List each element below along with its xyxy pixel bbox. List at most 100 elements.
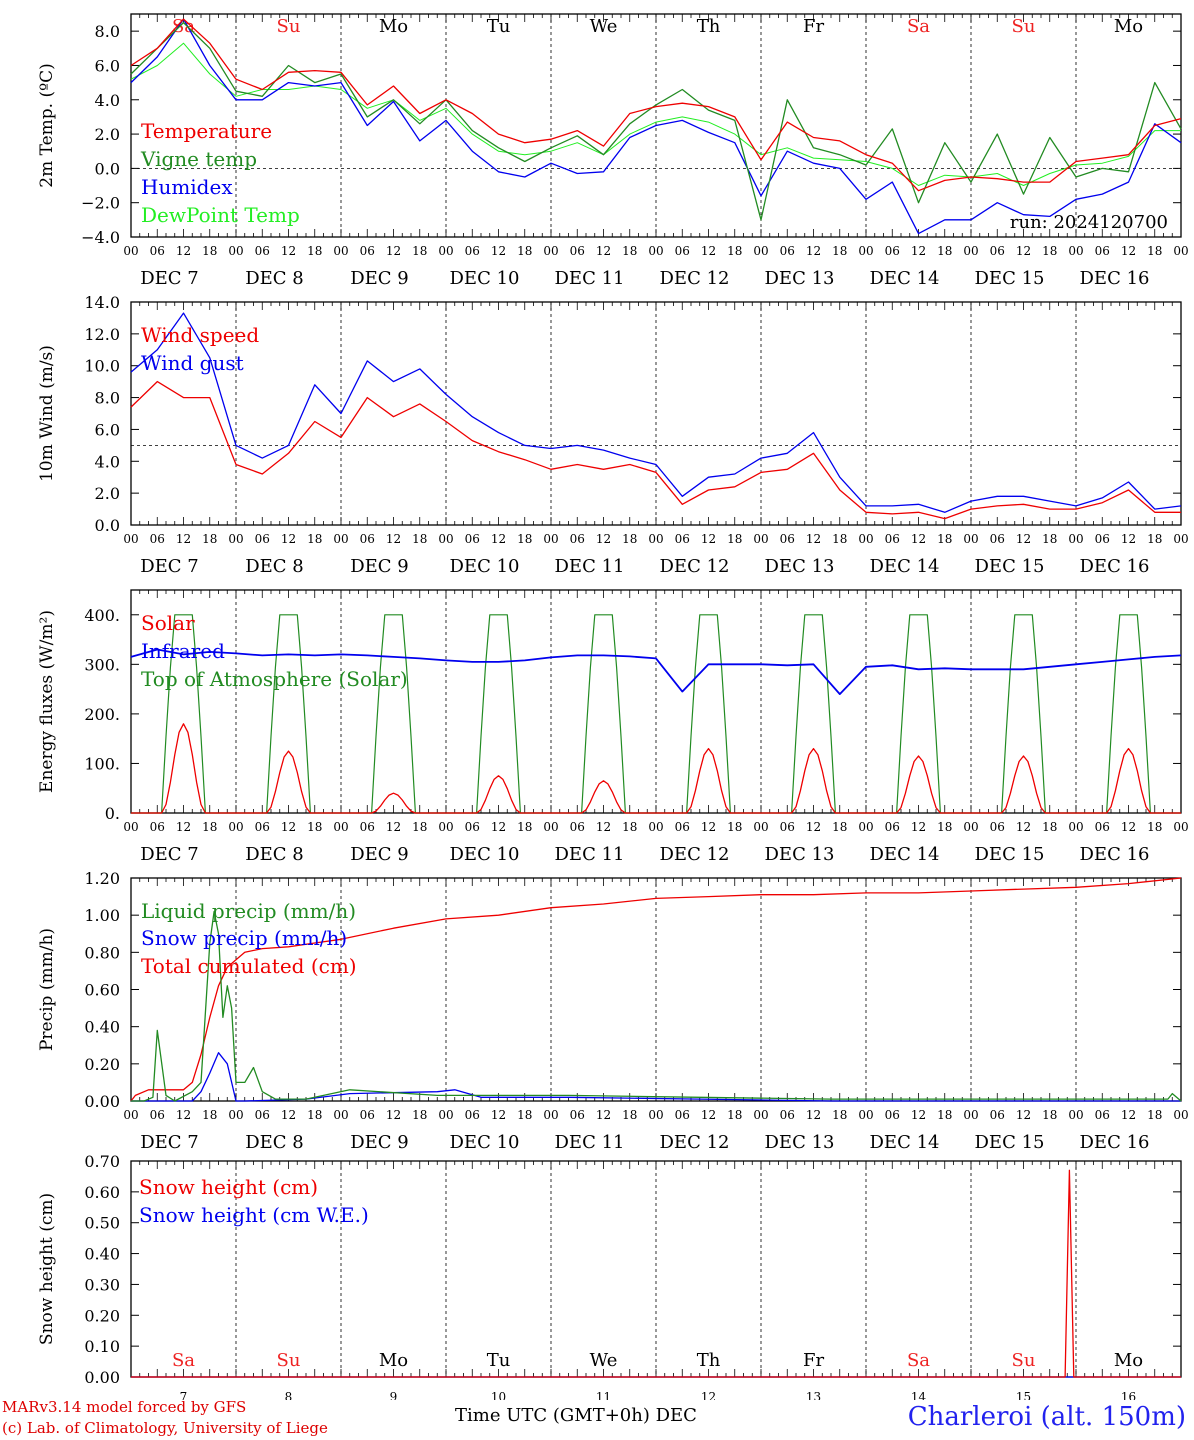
panel-3-date-label: DEC 16 xyxy=(1080,844,1150,865)
panel-1-hour-label: 12 xyxy=(701,244,716,258)
panel-1-hour-label: 06 xyxy=(885,244,900,258)
panel-4-date-label: DEC 13 xyxy=(765,1132,835,1153)
panel-3-y-tick-label: 300. xyxy=(84,655,120,674)
panel-2-frame xyxy=(130,301,1182,526)
panel-3-date-label: DEC 14 xyxy=(870,844,940,865)
panel-1-hour-label: 18 xyxy=(937,244,952,258)
panel-1-hour-label: 06 xyxy=(990,244,1005,258)
panel-5-y-tick-label: 0.20 xyxy=(84,1306,120,1325)
panel-4-y-tick-label: 0.20 xyxy=(84,1055,120,1074)
panel-4-y-tick-label: 1.00 xyxy=(84,906,120,925)
panel-4-hour-label: 18 xyxy=(937,1108,952,1122)
panel-2-y-tick-label: 4.0 xyxy=(95,452,120,471)
panel-5-day-abbr: We xyxy=(590,1350,618,1371)
panel-1-hour-label: 18 xyxy=(832,244,847,258)
panel-4-hour-label: 00 xyxy=(333,1108,348,1122)
panel-5-date-number: 9 xyxy=(390,1390,398,1400)
station-name: Charleroi (alt. 150m) xyxy=(907,1402,1186,1432)
panel-3-hour-label: 06 xyxy=(675,820,690,834)
panel-1-hour-label: 06 xyxy=(255,244,270,258)
panel-3-date-label: DEC 7 xyxy=(140,844,199,865)
panel-2-hour-label: 06 xyxy=(885,532,900,546)
panel-5-day-abbr: Su xyxy=(277,1350,301,1371)
panel-3-hour-label: 06 xyxy=(885,820,900,834)
panel-1-day-abbr: Sa xyxy=(907,16,930,37)
panel-2-hour-label: 12 xyxy=(911,532,926,546)
panel-3-hour-label: 12 xyxy=(386,820,401,834)
panel-2-hour-label: 06 xyxy=(360,532,375,546)
panel-1-hour-label: 18 xyxy=(1147,244,1162,258)
panel-5-date-number: 13 xyxy=(806,1390,821,1400)
panel-2-hour-label: 18 xyxy=(412,532,427,546)
panel-5-date-number: 16 xyxy=(1121,1390,1136,1400)
panel-4-date-label: DEC 11 xyxy=(555,1132,625,1153)
panel-4-y-tick-label: 0.00 xyxy=(84,1092,120,1111)
panel-3-hour-label: 06 xyxy=(1095,820,1110,834)
panel-4-legend-entry: Total cumulated (cm) xyxy=(141,954,357,978)
panel-2-date-label: DEC 13 xyxy=(765,556,835,577)
panel-4-hour-label: 06 xyxy=(465,1108,480,1122)
panel-1-hour-label: 18 xyxy=(412,244,427,258)
panel-2-hour-label: 12 xyxy=(176,532,191,546)
panel-4-date-label: DEC 14 xyxy=(870,1132,940,1153)
panel-1-hour-label: 00 xyxy=(648,244,663,258)
panel-1-date-label: DEC 14 xyxy=(870,268,940,289)
panel-4-hour-label: 12 xyxy=(1016,1108,1031,1122)
panel-5-date-number: 10 xyxy=(491,1390,506,1400)
panel-5-date-number: 8 xyxy=(285,1390,293,1400)
wind-gust-line xyxy=(130,312,1182,513)
panel-3-hour-label: 12 xyxy=(806,820,821,834)
panel-4-hour-label: 18 xyxy=(517,1108,532,1122)
model-credit: MARv3.14 model forced by GFS xyxy=(2,1398,247,1416)
panel-1-hour-label: 00 xyxy=(1068,244,1083,258)
panel-3-legend-entry: Infrared xyxy=(141,639,225,663)
panel-2-hour-label: 00 xyxy=(648,532,663,546)
panel-4-hour-label: 00 xyxy=(228,1108,243,1122)
panel-1-y-tick-label: 6.0 xyxy=(95,56,120,75)
panel-4-hour-label: 00 xyxy=(963,1108,978,1122)
panel-2-hour-label: 12 xyxy=(491,532,506,546)
panel-1-date-label: DEC 9 xyxy=(350,268,409,289)
panel-4-hour-label: 00 xyxy=(858,1108,873,1122)
panel-2-hour-label: 18 xyxy=(517,532,532,546)
panel-1-hour-label: 18 xyxy=(202,244,217,258)
panel-4-hour-label: 12 xyxy=(491,1108,506,1122)
panel-5-y-axis-title: Snow height (cm) xyxy=(37,1193,57,1345)
panel-4-hour-label: 06 xyxy=(150,1108,165,1122)
panel-2-legend-entry: Wind speed xyxy=(141,323,259,347)
panel-4-hour-label: 00 xyxy=(648,1108,663,1122)
panel-3-hour-label: 18 xyxy=(1147,820,1162,834)
panel-1-hour-label: 12 xyxy=(806,244,821,258)
panel-1-date-label: DEC 10 xyxy=(450,268,520,289)
panel-1-legend-entry: Vigne temp xyxy=(140,147,257,171)
panel-3-hour-label: 00 xyxy=(333,820,348,834)
panel-4-hour-label: 00 xyxy=(753,1108,768,1122)
panel-2-hour-label: 18 xyxy=(937,532,952,546)
panel-3-hour-label: 00 xyxy=(123,820,138,834)
panel-3-hour-label: 18 xyxy=(937,820,952,834)
panel-2-date-label: DEC 7 xyxy=(140,556,199,577)
panel-2-hour-label: 06 xyxy=(465,532,480,546)
panel-3-hour-label: 00 xyxy=(858,820,873,834)
panel-1-hour-label: 18 xyxy=(622,244,637,258)
panel-3-y-tick-label: 400. xyxy=(84,606,120,625)
panel-5-day-abbr: Th xyxy=(697,1350,721,1371)
panel-2-hour-label: 00 xyxy=(123,532,138,546)
total-cumulated-cm--line xyxy=(130,877,1182,1102)
panel-1-hour-label: 06 xyxy=(1095,244,1110,258)
panel-2-legend-entry: Wind gust xyxy=(141,351,244,375)
panel-4-y-tick-label: 1.20 xyxy=(84,869,120,888)
panel-5-legend-entry: Snow height (cm W.E.) xyxy=(139,1203,369,1227)
panel-1-day-abbr: Fr xyxy=(803,16,824,37)
panel-4-hour-label: 00 xyxy=(543,1108,558,1122)
panel-4-hour-label: 18 xyxy=(412,1108,427,1122)
panel-2-hour-label: 00 xyxy=(333,532,348,546)
panel-3-hour-label: 18 xyxy=(517,820,532,834)
panel-1-hour-label: 18 xyxy=(307,244,322,258)
panel-2-hour-label: 18 xyxy=(1042,532,1057,546)
panel-3-hour-label: 12 xyxy=(1016,820,1031,834)
panel-3-hour-label: 06 xyxy=(780,820,795,834)
panel-4-hour-label: 12 xyxy=(1121,1108,1136,1122)
panel-1-hour-label: 00 xyxy=(1173,244,1188,258)
panel-1-hour-label: 00 xyxy=(438,244,453,258)
